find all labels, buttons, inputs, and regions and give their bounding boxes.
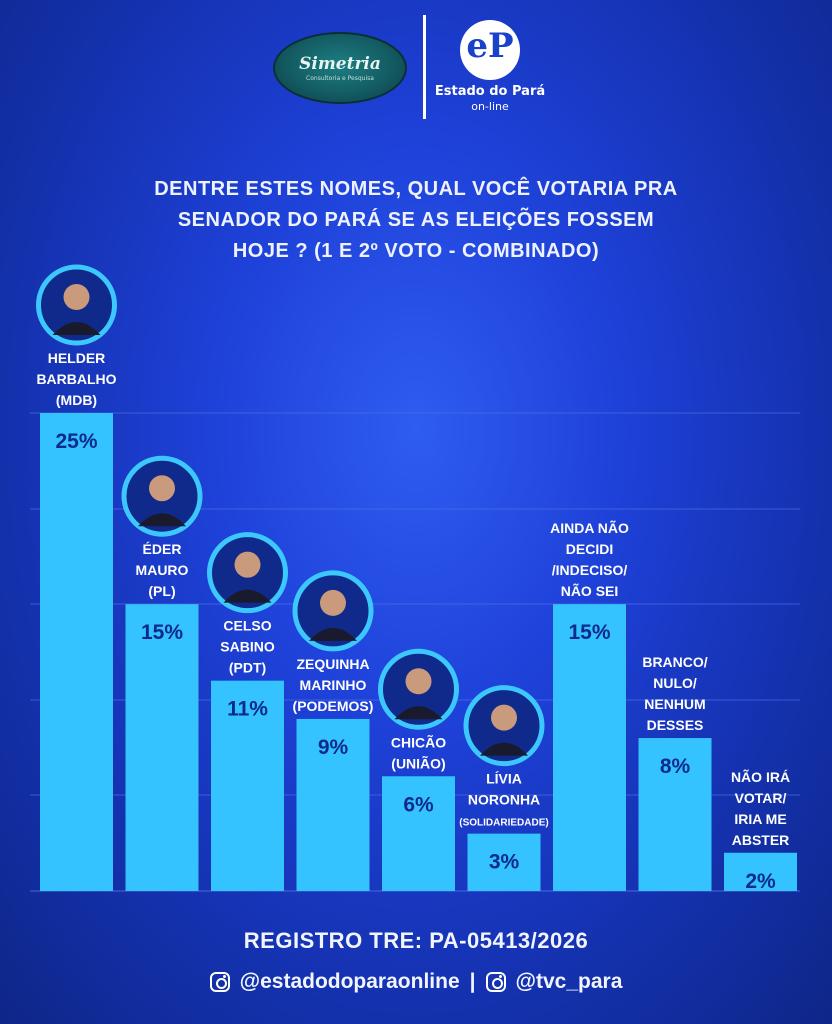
candidate-photo-body (309, 627, 357, 641)
category-label: LÍVIA (486, 771, 522, 787)
category-label: ABSTER (732, 832, 790, 848)
category-label: (UNIÃO) (391, 754, 445, 771)
social-handles: @estadodoparaonline | @tvc_para (0, 970, 832, 994)
simetria-logo-subtitle: Consultoria e Pesquisa (306, 75, 374, 82)
social-handle-estadodopara[interactable]: @estadodoparaonline (239, 970, 460, 993)
category-label: MARINHO (300, 677, 367, 693)
candidate-photo-body (138, 513, 186, 527)
category-label: BARBALHO (36, 371, 116, 387)
category-label: NORONHA (468, 792, 540, 808)
candidate-photo-body (52, 322, 101, 335)
instagram-icon (209, 972, 230, 992)
category-label: ZEQUINHA (296, 656, 369, 672)
data-label: 3% (489, 851, 520, 874)
category-label: SABINO (220, 639, 275, 655)
bar (40, 413, 113, 891)
header-divider (423, 15, 426, 119)
estado-do-para-logo: eP (460, 20, 520, 80)
data-label: 15% (141, 621, 183, 644)
candidate-photo-face (405, 668, 432, 695)
bar (125, 604, 199, 891)
bar (211, 680, 284, 891)
category-label: NULO/ (653, 675, 697, 691)
data-label: 25% (55, 430, 97, 453)
category-label: MAURO (136, 562, 189, 578)
chart-title-line: SENADOR DO PARÁ SE AS ELEIÇÕES FOSSEM (177, 209, 655, 231)
data-label: 9% (318, 736, 349, 759)
estado-do-para-subtitle: on-line (471, 100, 509, 113)
category-label: VOTAR/ (735, 790, 787, 806)
category-label: (PDT) (229, 660, 266, 676)
bar (382, 776, 455, 891)
social-separator: | (469, 970, 476, 993)
category-label: CELSO (223, 618, 271, 634)
candidate-photo-face (491, 704, 517, 731)
bar (638, 738, 712, 891)
category-label: BRANCO/ (642, 654, 707, 670)
chart-title: DENTRE ESTES NOMES, QUAL VOCÊ VOTARIA PR… (60, 174, 772, 267)
category-label: AINDA NÃO (550, 519, 629, 536)
category-label: (PL) (148, 583, 175, 599)
category-label: NENHUM (644, 696, 705, 712)
category-label: NÃO IRÁ (731, 768, 790, 785)
candidate-photo-face (320, 589, 346, 616)
instagram-icon (485, 972, 506, 992)
candidate-photo-body (394, 706, 443, 720)
category-label: DESSES (647, 717, 704, 733)
category-label: ÉDER (143, 541, 182, 557)
data-label: 11% (227, 698, 268, 721)
data-label: 8% (660, 755, 691, 778)
category-label: (SOLIDARIEDADE) (459, 818, 548, 829)
chart-title-line: DENTRE ESTES NOMES, QUAL VOCÊ VOTARIA PR… (154, 178, 678, 200)
candidate-photo-face (234, 551, 261, 578)
category-label: IRIA ME (734, 811, 786, 827)
bar (553, 604, 626, 891)
bar (467, 833, 541, 891)
category-label: NÃO SEI (561, 582, 619, 599)
candidate-photo-body (223, 589, 272, 603)
category-label: (PODEMOS) (293, 698, 374, 714)
bar (296, 718, 370, 891)
simetria-logo-name: Simetria (299, 54, 381, 74)
chart-title-line: HOJE ? (1 E 2º VOTO - COMBINADO) (232, 240, 600, 262)
registro-tre: REGISTRO TRE: PA-05413/2026 (243, 928, 589, 953)
category-label: DECIDI (566, 541, 613, 557)
candidate-photo-face (149, 475, 175, 502)
data-label: 6% (403, 793, 434, 816)
candidate-photo-body (480, 742, 528, 756)
bar (724, 852, 797, 891)
estado-do-para-name: Estado do Pará (434, 84, 546, 99)
data-label: 2% (745, 870, 776, 893)
data-label: 15% (568, 621, 610, 644)
candidate-photo-face (63, 284, 90, 310)
simetria-logo: Simetria Consultoria e Pesquisa (273, 32, 407, 104)
category-label: HELDER (48, 350, 106, 366)
category-label: CHICÃO (391, 733, 446, 750)
social-handle-tvc-para[interactable]: @tvc_para (515, 970, 623, 993)
category-label: /INDECISO/ (552, 562, 628, 578)
estado-do-para-logo-mark: eP (466, 26, 514, 66)
category-label: (MDB) (56, 392, 97, 408)
